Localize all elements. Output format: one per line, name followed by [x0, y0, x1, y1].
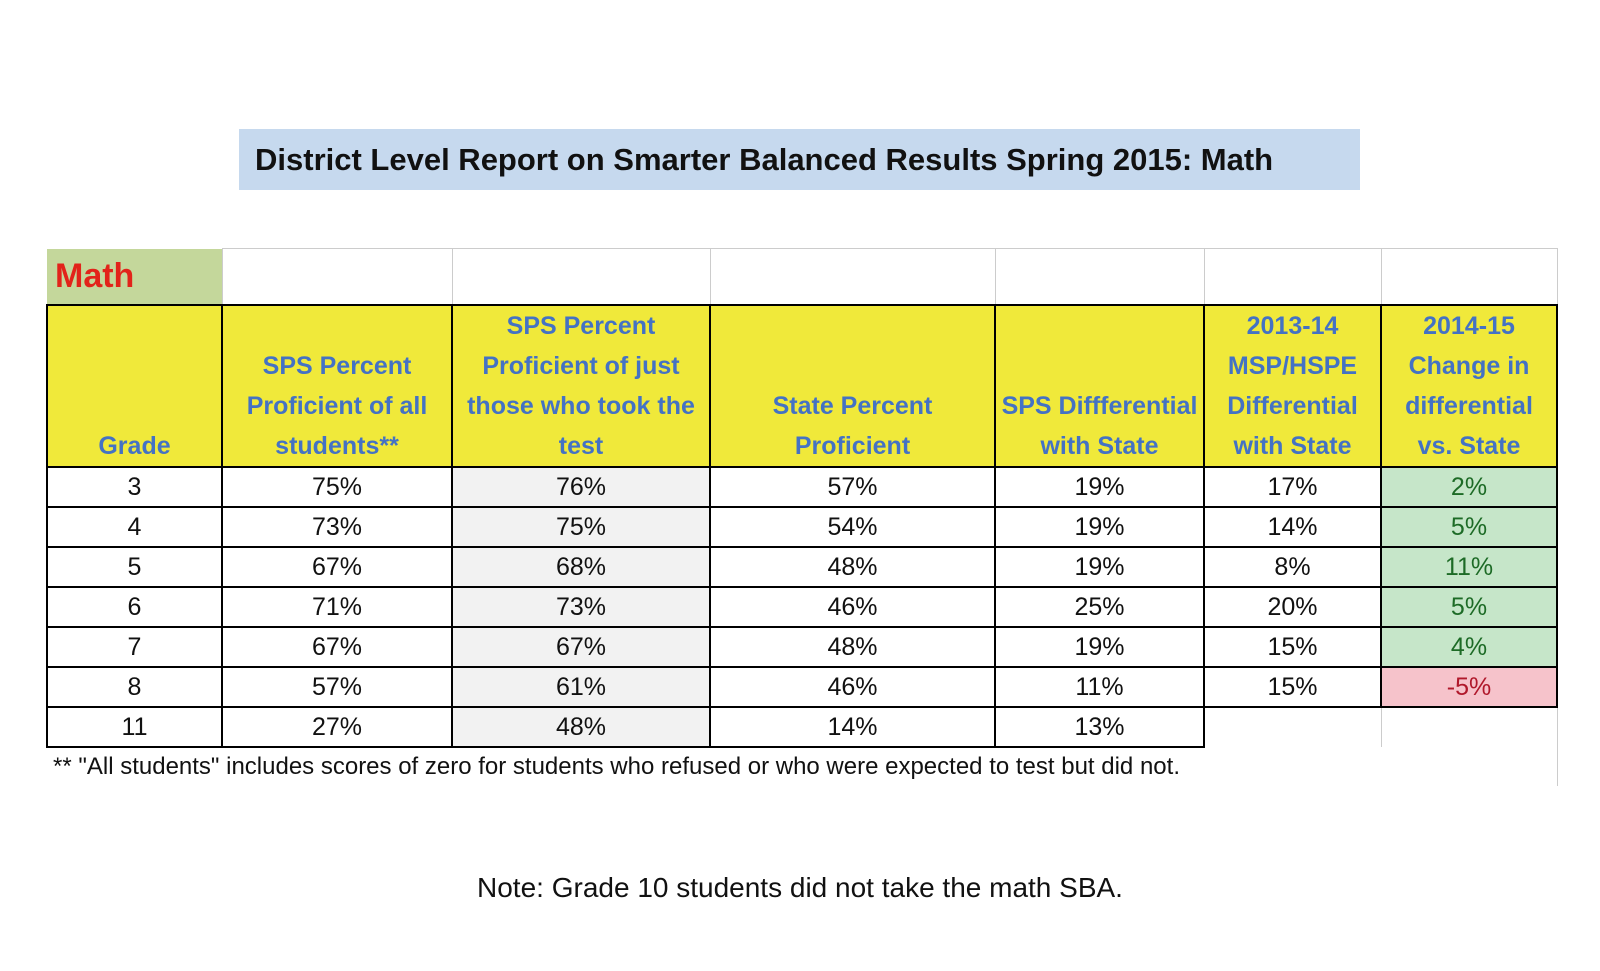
empty-cell — [221, 248, 453, 306]
cell: 14% — [1203, 506, 1382, 548]
column-header: 2014-15 Change in differential vs. State — [1380, 304, 1558, 468]
data-row: 7 67% 67% 48% 19% 15% 4% — [46, 626, 1558, 668]
cell: 48% — [451, 706, 711, 748]
cell: 5% — [1380, 506, 1558, 548]
cell: 67% — [451, 626, 711, 668]
cell: 19% — [994, 626, 1205, 668]
cell: 68% — [451, 546, 711, 588]
cell: 17% — [1203, 466, 1382, 508]
cell: 71% — [221, 586, 453, 628]
column-header: 2013-14 MSP/HSPE Differential with State — [1203, 304, 1382, 468]
empty-cell — [451, 248, 711, 306]
cell: 6 — [46, 586, 223, 628]
cell: 73% — [451, 586, 711, 628]
cell: 19% — [994, 506, 1205, 548]
cell: 57% — [221, 666, 453, 708]
cell: 46% — [709, 666, 996, 708]
cell: 4 — [46, 506, 223, 548]
column-header: Grade — [46, 304, 223, 468]
footnote-row: ** "All students" includes scores of zer… — [47, 747, 1558, 786]
column-header: SPS Percent Proficient of all students** — [221, 304, 453, 468]
column-header: SPS Diffferential with State — [994, 304, 1205, 468]
cell: 19% — [994, 466, 1205, 508]
cell: 76% — [451, 466, 711, 508]
cell: -5% — [1380, 666, 1558, 708]
cell: 11 — [46, 706, 223, 748]
cell: 7 — [46, 626, 223, 668]
cell: 75% — [221, 466, 453, 508]
top-row: Math — [47, 248, 1558, 306]
cell: 54% — [709, 506, 996, 548]
data-row: 6 71% 73% 46% 25% 20% 5% — [46, 586, 1558, 628]
empty-cell — [1380, 707, 1558, 747]
cell: 67% — [221, 626, 453, 668]
empty-cell — [994, 248, 1205, 306]
cell: 57% — [709, 466, 996, 508]
cell: 3 — [46, 466, 223, 508]
cell: 20% — [1203, 586, 1382, 628]
cell: 19% — [994, 546, 1205, 588]
cell: 5 — [46, 546, 223, 588]
report-table: Math Grade SPS Percent Proficient of all s… — [46, 248, 1558, 786]
cell: 13% — [994, 706, 1205, 748]
cell: 8% — [1203, 546, 1382, 588]
data-row: 5 67% 68% 48% 19% 8% 11% — [46, 546, 1558, 588]
cell: 61% — [451, 666, 711, 708]
cell: 11% — [994, 666, 1205, 708]
corner-label: Math — [47, 248, 222, 306]
data-row: 8 57% 61% 46% 11% 15% -5% — [46, 666, 1558, 708]
header-row: Grade SPS Percent Proficient of all stude… — [46, 304, 1558, 468]
cell: 15% — [1203, 626, 1382, 668]
empty-cell — [709, 248, 996, 306]
footnote: ** "All students" includes scores of zer… — [47, 747, 1558, 786]
empty-cell — [1203, 707, 1382, 747]
data-row: 11 27% 48% 14% 13% — [46, 706, 1558, 748]
column-header: SPS Percent Proficient of just those who… — [451, 304, 711, 468]
cell: 8 — [46, 666, 223, 708]
cell: 14% — [709, 706, 996, 748]
empty-cell — [1203, 248, 1382, 306]
title: District Level Report on Smarter Balance… — [239, 129, 1360, 190]
cell: 75% — [451, 506, 711, 548]
note: Note: Grade 10 students did not take the… — [477, 872, 1123, 903]
cell: 25% — [994, 586, 1205, 628]
data-row: 4 73% 75% 54% 19% 14% 5% — [46, 506, 1558, 548]
empty-cell — [1380, 248, 1558, 306]
cell: 48% — [709, 546, 996, 588]
cell: 27% — [221, 706, 453, 748]
cell: 15% — [1203, 666, 1382, 708]
cell: 67% — [221, 546, 453, 588]
cell: 73% — [221, 506, 453, 548]
cell: 46% — [709, 586, 996, 628]
cell: 5% — [1380, 586, 1558, 628]
cell: 2% — [1380, 466, 1558, 508]
cell: 4% — [1380, 626, 1558, 668]
cell: 48% — [709, 626, 996, 668]
column-header: State Percent Proficient — [709, 304, 996, 468]
cell: 11% — [1380, 546, 1558, 588]
data-row: 3 75% 76% 57% 19% 17% 2% — [46, 466, 1558, 508]
